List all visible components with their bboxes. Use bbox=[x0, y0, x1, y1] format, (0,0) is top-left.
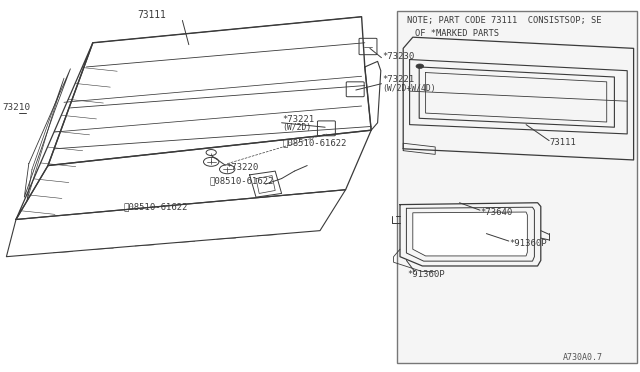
Polygon shape bbox=[413, 212, 527, 256]
Text: (W/2D+W/4D): (W/2D+W/4D) bbox=[382, 84, 436, 93]
Text: *91360P: *91360P bbox=[509, 239, 547, 248]
Text: *73230: *73230 bbox=[382, 52, 414, 61]
FancyBboxPatch shape bbox=[346, 82, 364, 97]
Text: OF *MARKED PARTS: OF *MARKED PARTS bbox=[415, 29, 499, 38]
Text: Ⓝ08510-61622: Ⓝ08510-61622 bbox=[209, 177, 274, 186]
Text: 73111: 73111 bbox=[138, 10, 166, 20]
Text: 73111: 73111 bbox=[549, 138, 576, 147]
Text: OP; SE: OP; SE bbox=[570, 16, 601, 25]
Text: (W/2D): (W/2D) bbox=[282, 123, 312, 132]
Text: A730A0.7: A730A0.7 bbox=[563, 353, 604, 362]
Text: 73210: 73210 bbox=[2, 103, 30, 112]
Text: *91360P: *91360P bbox=[407, 270, 445, 279]
Text: *73640: *73640 bbox=[481, 208, 513, 217]
Text: Ⓝ08510-61622: Ⓝ08510-61622 bbox=[124, 202, 188, 211]
Bar bbox=[397, 11, 637, 363]
FancyBboxPatch shape bbox=[359, 38, 377, 55]
Text: *73221: *73221 bbox=[382, 76, 414, 84]
Text: *73220: *73220 bbox=[226, 163, 258, 172]
Text: Ⓝ08510-61622: Ⓝ08510-61622 bbox=[283, 139, 348, 148]
Circle shape bbox=[416, 64, 424, 68]
FancyBboxPatch shape bbox=[317, 121, 335, 136]
Text: NOTE; PART CODE 73111  CONSISTS: NOTE; PART CODE 73111 CONSISTS bbox=[407, 16, 570, 25]
Text: *73221: *73221 bbox=[282, 115, 314, 124]
